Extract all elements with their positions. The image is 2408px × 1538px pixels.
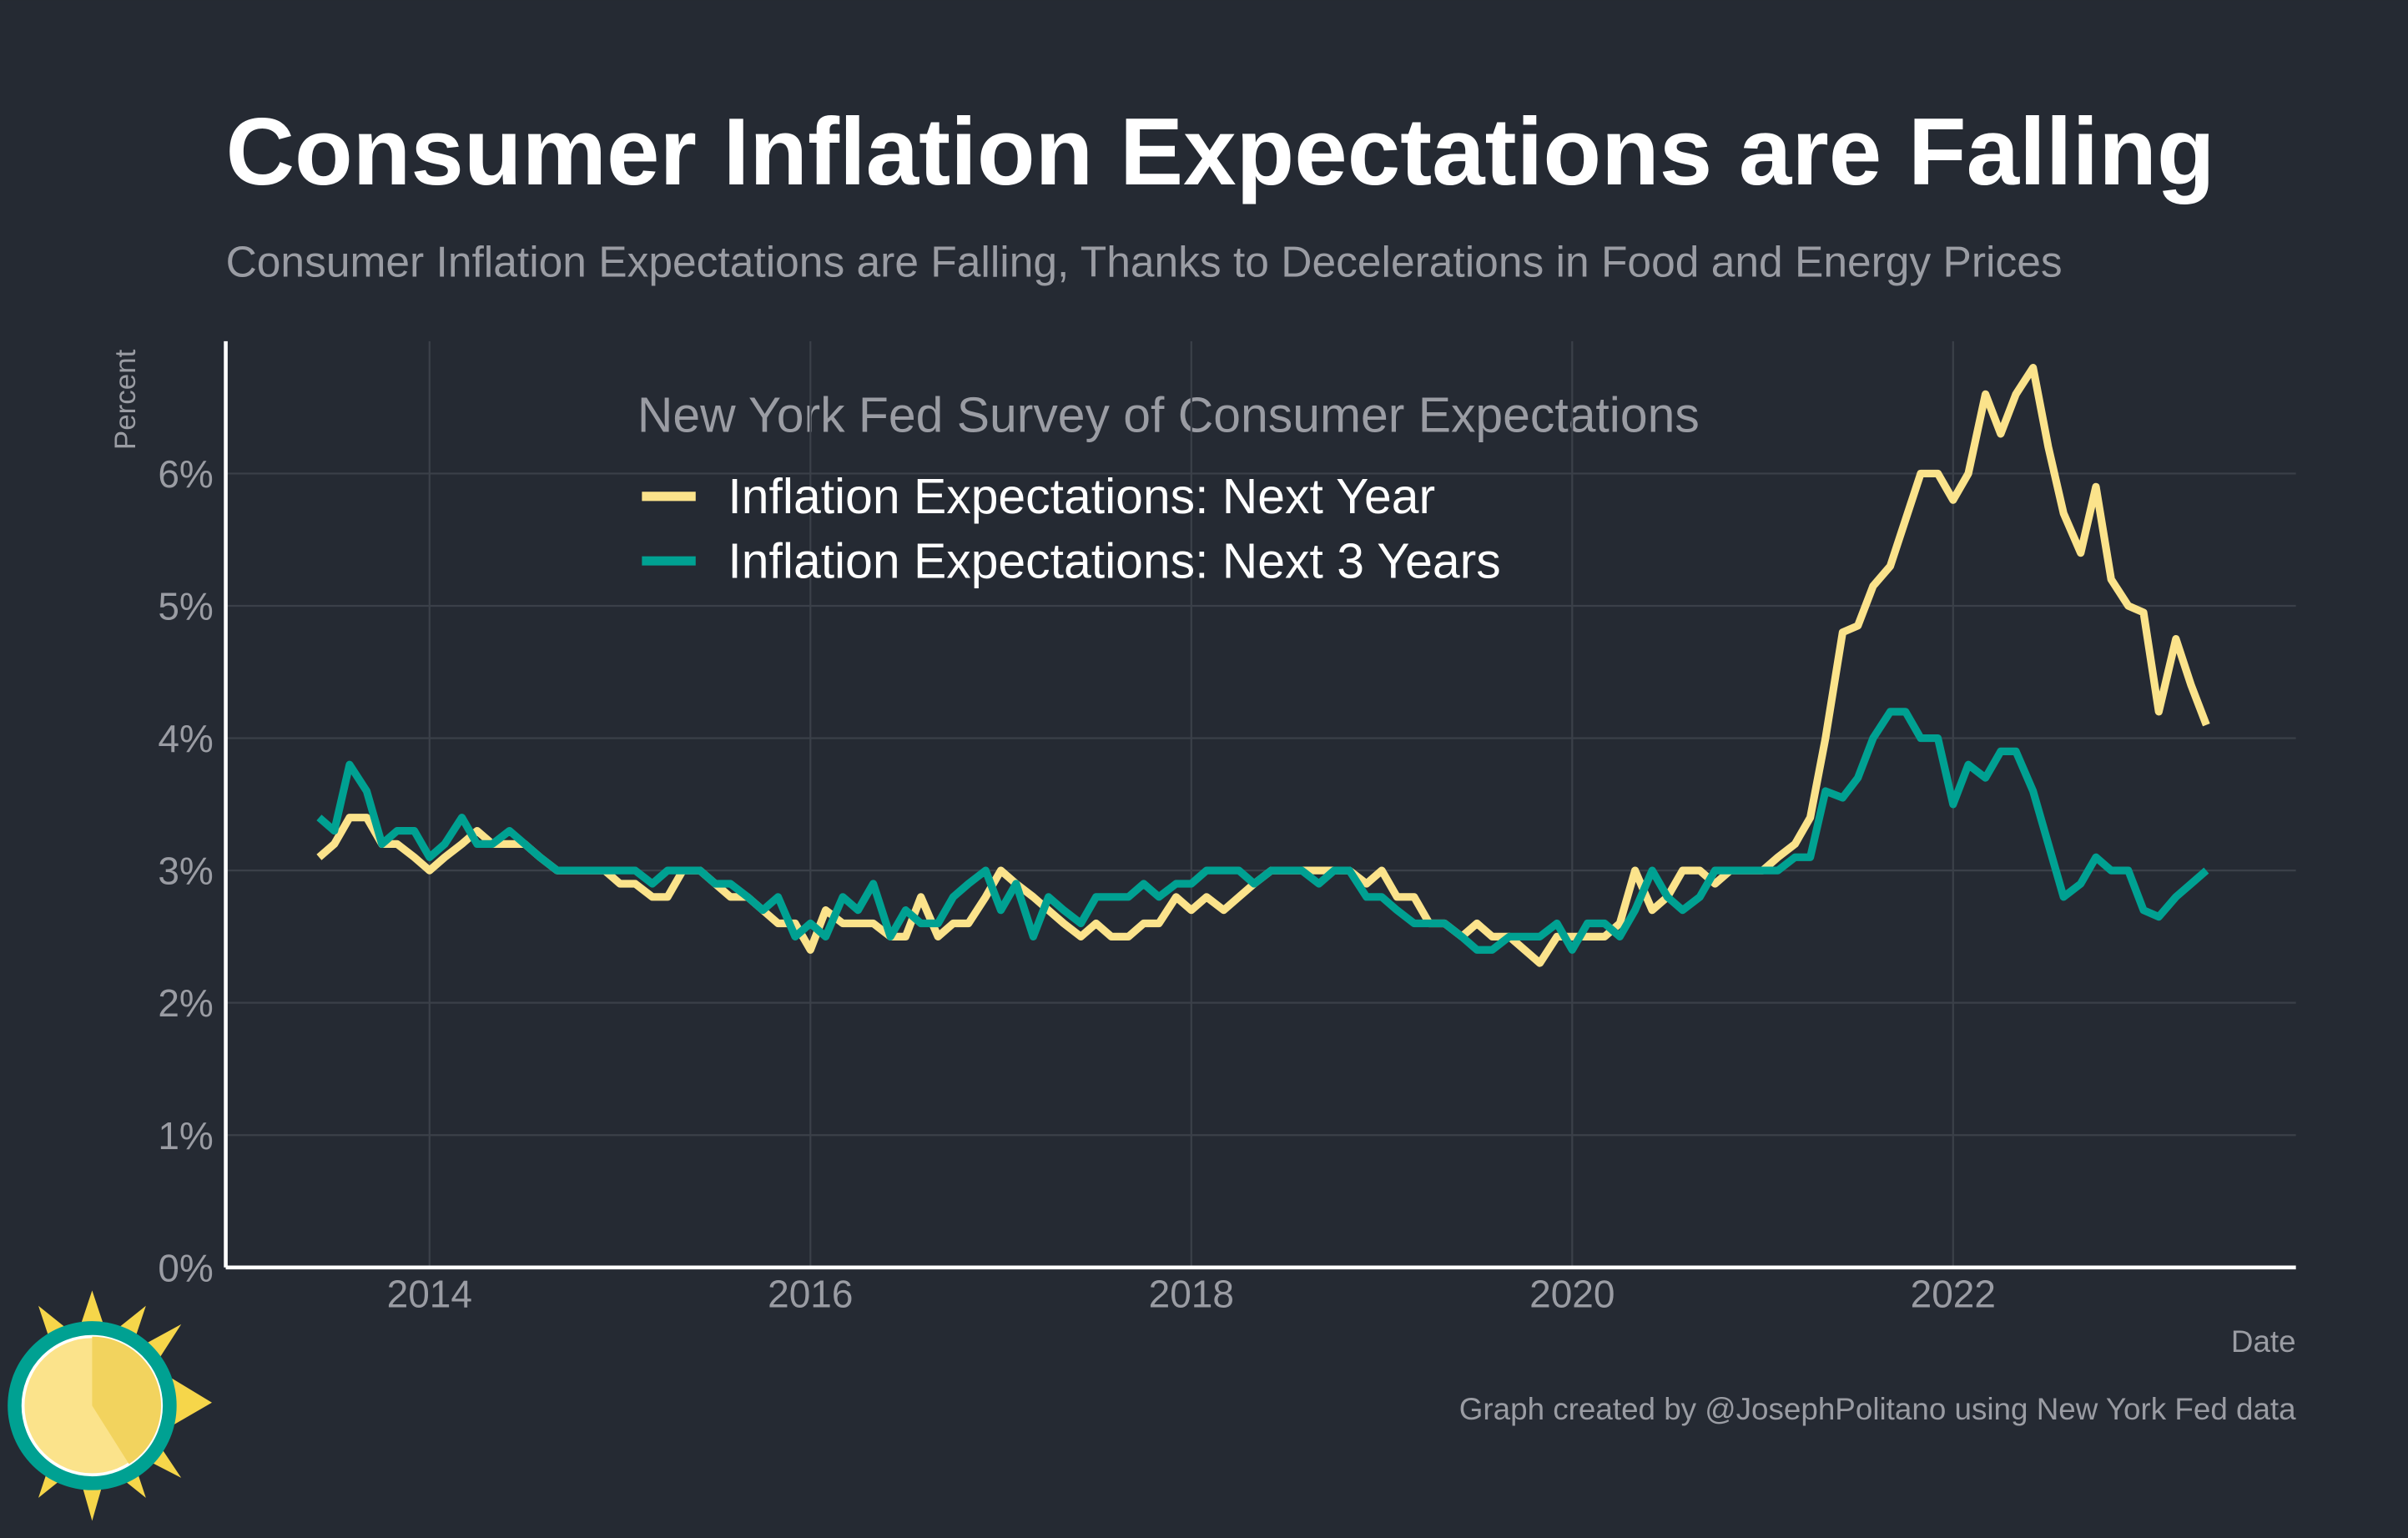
caption: Graph created by @JosephPolitano using N…	[1459, 1392, 2296, 1426]
x-tick-label: 2016	[768, 1273, 853, 1316]
y-tick-label: 5%	[158, 585, 213, 628]
y-tick-label: 0%	[158, 1246, 213, 1289]
y-axis-label: Percent	[109, 349, 142, 450]
series-line	[316, 708, 2209, 954]
legend-label: Inflation Expectations: Next Year	[728, 470, 1435, 524]
y-tick-label: 1%	[158, 1114, 213, 1157]
chart-title: Consumer Inflation Expectations are Fall…	[226, 99, 2215, 205]
x-axis-label: Date	[2231, 1324, 2296, 1359]
logo-slice	[92, 1336, 162, 1465]
logo	[8, 1290, 212, 1521]
legend-title: New York Fed Survey of Consumer Expectat…	[637, 388, 1700, 442]
legend-label: Inflation Expectations: Next 3 Years	[728, 534, 1500, 588]
y-tick-label: 3%	[158, 850, 213, 893]
x-tick-label: 2018	[1149, 1273, 1234, 1316]
y-tick-label: 4%	[158, 717, 213, 760]
y-tick-label: 6%	[158, 452, 213, 496]
y-tick-label: 2%	[158, 981, 213, 1025]
x-tick-label: 2022	[1911, 1273, 1996, 1316]
x-tick-label: 2020	[1529, 1273, 1615, 1316]
x-tick-label: 2014	[387, 1273, 472, 1316]
chart-subtitle: Consumer Inflation Expectations are Fall…	[226, 238, 2063, 286]
